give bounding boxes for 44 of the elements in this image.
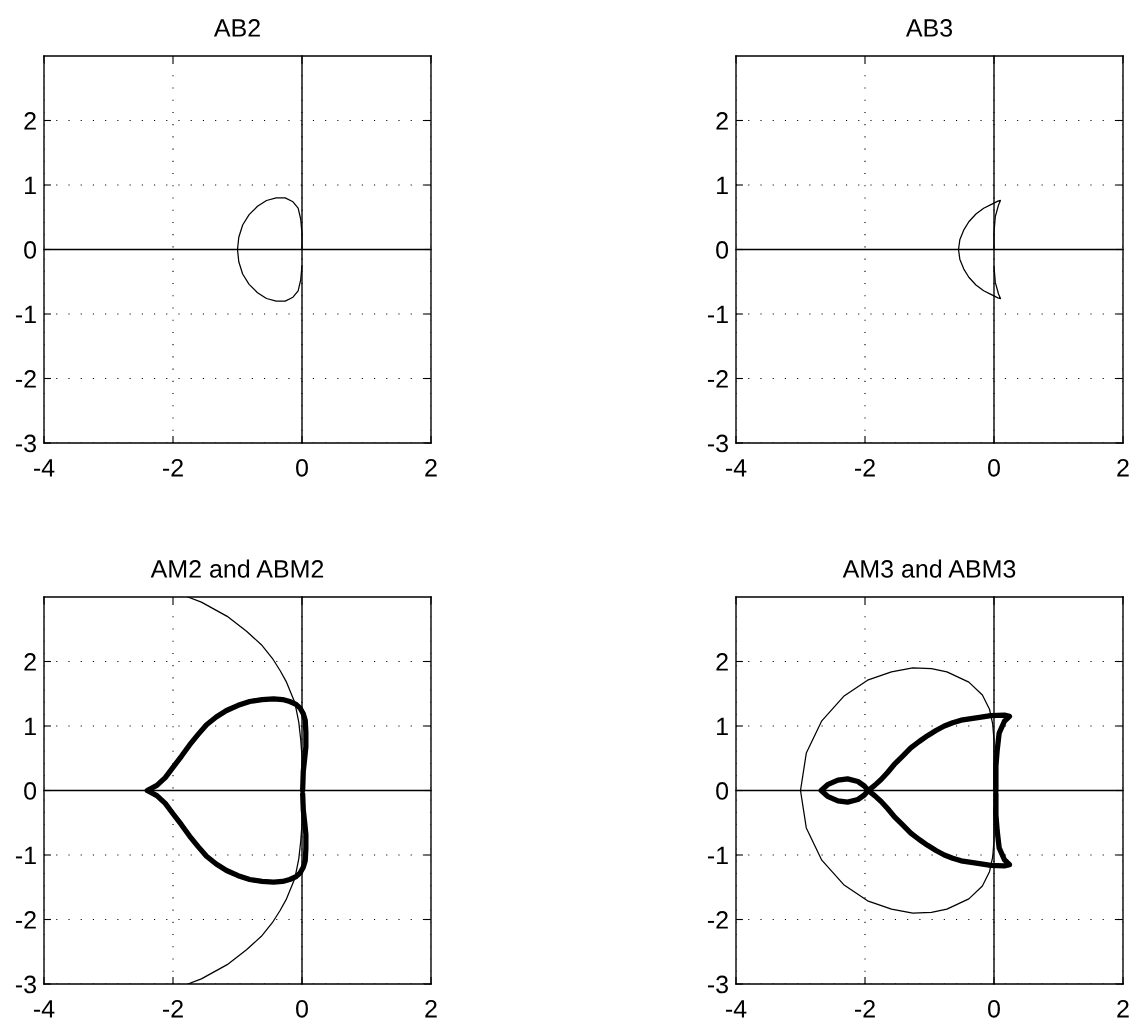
x-tick-label: -4 bbox=[726, 1000, 747, 1018]
y-tick-label: 0 bbox=[716, 241, 729, 259]
x-tick-label: -2 bbox=[163, 999, 183, 1018]
y-tick-label: 1 bbox=[717, 176, 728, 195]
y-tick-label: 1 bbox=[25, 176, 36, 195]
y-tick-label: 0 bbox=[24, 241, 37, 259]
chart-title: AB3 bbox=[905, 19, 953, 37]
y-tick-label: -1 bbox=[707, 846, 728, 865]
y-tick-label: 0 bbox=[716, 782, 729, 800]
x-tick-label: -2 bbox=[855, 999, 875, 1018]
x-tick-label: 2 bbox=[425, 458, 437, 477]
x-tick-label: 2 bbox=[1117, 458, 1129, 477]
x-tick-label: -4 bbox=[34, 1000, 55, 1018]
x-tick-label: 0 bbox=[296, 999, 308, 1018]
y-tick-label: -1 bbox=[707, 305, 728, 324]
y-tick-label: 2 bbox=[24, 653, 36, 671]
y-tick-label: 0 bbox=[24, 782, 37, 800]
x-tick-label: 0 bbox=[988, 458, 1000, 477]
y-tick-label: 2 bbox=[716, 653, 728, 671]
x-tick-label: -4 bbox=[726, 459, 747, 477]
y-tick-label: -3 bbox=[15, 434, 36, 453]
x-tick-label: -2 bbox=[163, 458, 183, 477]
x-tick-label: 2 bbox=[425, 999, 437, 1018]
x-tick-label: 0 bbox=[296, 458, 308, 477]
x-tick-label: -2 bbox=[855, 458, 875, 477]
y-tick-label: 1 bbox=[25, 717, 36, 736]
y-tick-label: -2 bbox=[15, 370, 36, 388]
chart-title: AB2 bbox=[213, 19, 260, 37]
x-tick-label: -4 bbox=[34, 459, 55, 477]
y-tick-label: 2 bbox=[716, 112, 728, 130]
y-tick-label: -3 bbox=[707, 434, 728, 453]
y-tick-label: -2 bbox=[707, 370, 728, 388]
y-tick-label: -2 bbox=[15, 911, 36, 929]
y-tick-label: -1 bbox=[15, 846, 36, 865]
y-tick-label: 1 bbox=[717, 717, 728, 736]
chart-title: AM2 and ABM2 bbox=[150, 559, 324, 578]
y-tick-label: 2 bbox=[24, 112, 36, 130]
x-tick-label: 2 bbox=[1117, 999, 1129, 1018]
chart-title: AM3 and ABM3 bbox=[842, 559, 1016, 578]
y-tick-label: -2 bbox=[707, 911, 728, 929]
x-tick-label: 0 bbox=[988, 999, 1000, 1018]
y-tick-label: -1 bbox=[15, 305, 36, 324]
y-tick-label: -3 bbox=[707, 975, 728, 994]
y-tick-label: -3 bbox=[15, 975, 36, 994]
